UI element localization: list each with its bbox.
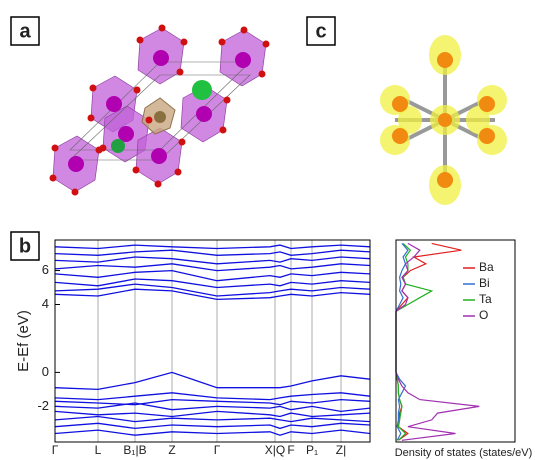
plot-frame <box>396 240 515 442</box>
band-line <box>55 400 370 405</box>
band-line <box>55 423 370 428</box>
x-tick-label: Γ <box>52 443 59 457</box>
figure: a c b Γ L B₁|B Z Γ X|QF P₁ Z| -2 0 4 6 E-Ef (eV) Ba Bi… <box>0 0 535 460</box>
band-line <box>55 250 370 255</box>
band-line <box>55 245 370 248</box>
x-axis-label: Density of states (states/eV) <box>395 447 533 459</box>
x-tick-label: F <box>287 443 294 457</box>
x-tick-label: Z| <box>336 443 346 457</box>
y-tick-label: 0 <box>42 364 49 379</box>
x-tick-label: Z <box>168 443 175 457</box>
band-line <box>55 271 370 281</box>
x-tick-label: L <box>95 443 102 457</box>
crystal-structure <box>50 25 270 196</box>
legend-label: O <box>479 308 488 322</box>
band-line <box>55 430 370 435</box>
x-tick-label: X|Q <box>265 443 285 457</box>
x-tick-label: Γ <box>214 443 221 457</box>
orbital-structure <box>380 35 507 205</box>
band-line <box>55 411 370 416</box>
x-tick-label: P₁ <box>306 443 318 457</box>
panel-label: c <box>315 20 326 42</box>
panel-label: a <box>19 20 31 42</box>
band-line <box>55 257 370 264</box>
band-line <box>55 289 370 299</box>
band-line <box>55 393 370 400</box>
x-tick-label: B₁|B <box>123 443 146 457</box>
band-line <box>55 372 370 389</box>
y-tick-label: 4 <box>42 296 49 311</box>
band-line <box>55 417 370 422</box>
y-axis-label: E-Ef (eV) <box>15 310 32 372</box>
y-tick-label: -2 <box>37 398 49 413</box>
band-line <box>55 403 370 411</box>
legend-label: Ba <box>479 260 494 274</box>
y-tick-label: 6 <box>42 262 49 277</box>
legend-label: Ta <box>479 292 492 306</box>
legend-label: Bi <box>479 276 490 290</box>
band-line <box>55 264 370 271</box>
panel-label: b <box>19 235 31 257</box>
